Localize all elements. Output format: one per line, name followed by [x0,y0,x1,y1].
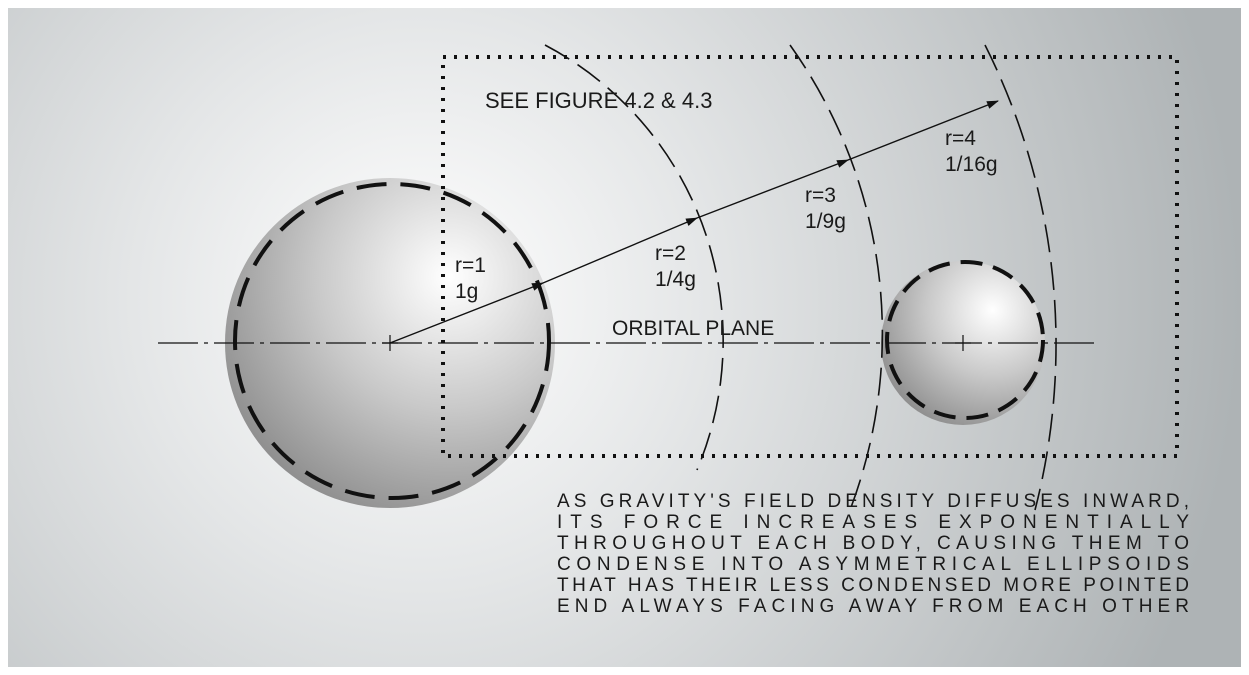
field-arcs [544,44,1057,511]
center-mark [955,335,971,351]
arrow [542,217,698,284]
arrow [696,159,849,219]
caption-line: THAT HAS THEIR LESS CONDENSED MORE POINT… [557,575,1189,596]
caption-line: END ALWAYS FACING AWAY FROM EACH OTHER [557,596,1189,617]
plane-label: ORBITAL PLANE [612,317,774,340]
radius-label: r=1 [455,254,486,277]
small-ellipsoid [885,260,1045,420]
large-ellipsoid [233,182,551,500]
gravity-label: 1g [455,280,478,303]
radius-label: r=3 [805,184,836,207]
caption-line: THROUGHOUT EACH BODY, CAUSING THEM TO [557,533,1189,554]
gravity-label: 1/9g [805,210,846,233]
gravity-label: 1/16g [945,153,998,176]
arc-r2 [544,44,724,471]
caption-line: AS GRAVITY'S FIELD DENSITY DIFFUSES INWA… [557,491,1189,512]
caption-line: ITS FORCE INCREASES EXPONENTIALLY [557,512,1189,533]
radius-arrows [389,100,999,344]
gravity-label: 1/4g [655,268,696,291]
radius-label: r=4 [945,127,976,150]
arc-r3 [789,44,884,511]
reference-label: SEE FIGURE 4.2 & 4.3 [485,88,712,113]
arrow [847,100,999,161]
arrow [389,282,544,344]
radius-label: r=2 [655,242,686,265]
arc-r4 [984,44,1057,511]
